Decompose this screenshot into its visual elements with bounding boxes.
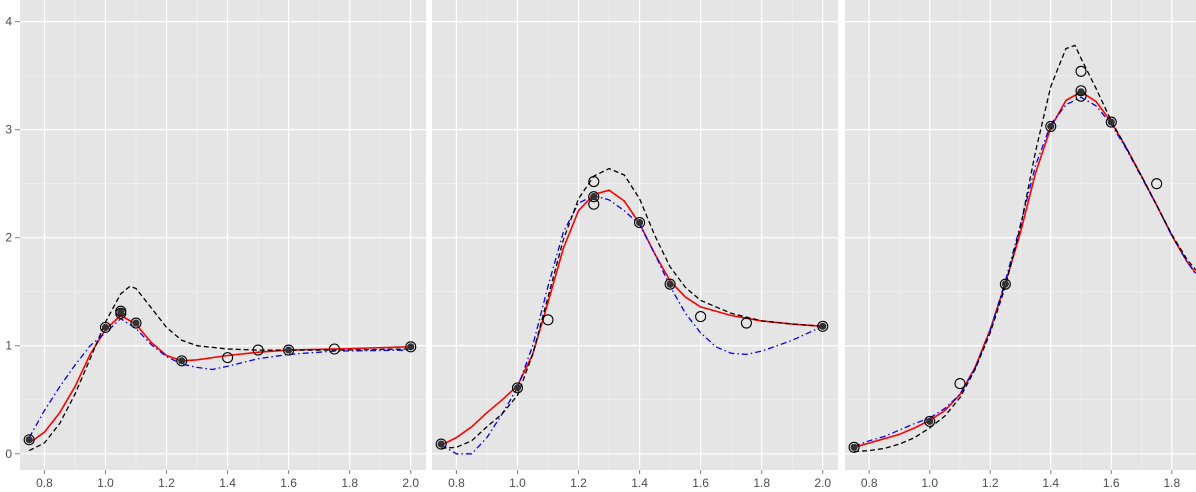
x-tick-label: 1.6 [280,476,297,490]
open-point [435,438,447,450]
open-point [511,382,524,394]
filled-point [1001,280,1009,288]
x-tick-label: 2.0 [814,476,831,490]
x-tick-label: 1.6 [692,476,709,490]
filled-point [513,384,522,392]
filled-point [285,346,293,354]
open-point [1151,178,1163,190]
filled-point [101,323,110,331]
open-point [588,191,600,203]
open-point [222,352,234,364]
open-point [99,321,112,333]
x-tick-label: 1.4 [631,476,648,490]
panel-background [20,0,426,470]
x-tick-label: 1.4 [219,476,236,490]
x-tick-label: 1.2 [982,476,999,490]
x-tick-label: 1.8 [1163,476,1180,490]
filled-point [437,440,445,448]
open-point [999,278,1011,290]
open-point [130,317,142,329]
open-point [115,305,127,317]
filled-point [819,322,827,330]
panel-2: 0.8 1.0 1.2 1.4 1.6 1.8 2.0 [432,0,838,490]
open-point [252,344,264,356]
panel-plot-area [435,167,829,455]
red-fit-line [440,189,823,446]
x-tick-label: 1.0 [97,476,114,490]
x-tick-label: 0.8 [448,476,465,490]
x-tick-label: 1.6 [1103,476,1120,490]
panel-3: 0.8 1.0 1.2 1.4 1.6 1.8 [845,0,1196,490]
open-point [405,341,417,353]
open-point [1075,85,1087,97]
panel-plot-area [23,285,417,452]
open-point [176,355,188,367]
panel-1: 0.8 1.0 1.2 1.4 1.6 1.8 2.0 [20,0,426,490]
panel-plot-area [848,44,1196,453]
filled-point [178,357,186,365]
panel-background [432,0,838,470]
filled-point [25,436,33,444]
x-tick-label: 0.8 [861,476,878,490]
x-tick-label: 0.8 [36,476,53,490]
open-point [328,343,340,355]
black-fit-line [441,167,823,450]
open-point [1045,120,1057,132]
filled-point [635,218,644,227]
open-point [848,441,860,453]
red-fit-line [28,314,411,444]
open-point [1075,65,1087,77]
filled-point [407,343,415,351]
open-point [23,434,35,446]
x-tick-label: 1.4 [1042,476,1059,490]
open-point [634,217,646,229]
open-point [542,314,554,326]
open-point [817,320,829,332]
filled-point [1077,88,1085,96]
x-tick-label: 2.0 [402,476,419,490]
open-point [283,344,295,356]
x-tick-label: 1.2 [158,476,175,490]
blue-fit-line [440,194,823,455]
open-point [954,378,966,390]
filled-point [1107,118,1115,126]
filled-point [850,443,858,451]
x-tick-label: 1.2 [570,476,587,490]
x-tick-label: 1.0 [921,476,938,490]
open-point [664,278,676,290]
blue-fit-line [28,318,411,438]
y-tick-label: 2 [5,231,12,245]
open-point [924,415,936,427]
filled-point [132,319,140,327]
open-point [1105,116,1117,128]
x-tick-label: 1.0 [509,476,526,490]
filled-point [926,417,934,425]
filled-point [666,280,674,288]
filled-point [117,308,125,316]
y-tick-label: 4 [5,15,12,29]
open-point [588,175,600,188]
y-tick-label: 1 [5,339,12,353]
open-point [740,317,752,329]
y-tick-label: 3 [5,123,12,137]
x-tick-label: 1.8 [341,476,358,490]
open-point [695,311,707,323]
filled-point [590,193,598,201]
filled-point [1047,122,1055,131]
y-tick-label: 0 [5,447,12,461]
x-tick-label: 1.8 [753,476,770,490]
